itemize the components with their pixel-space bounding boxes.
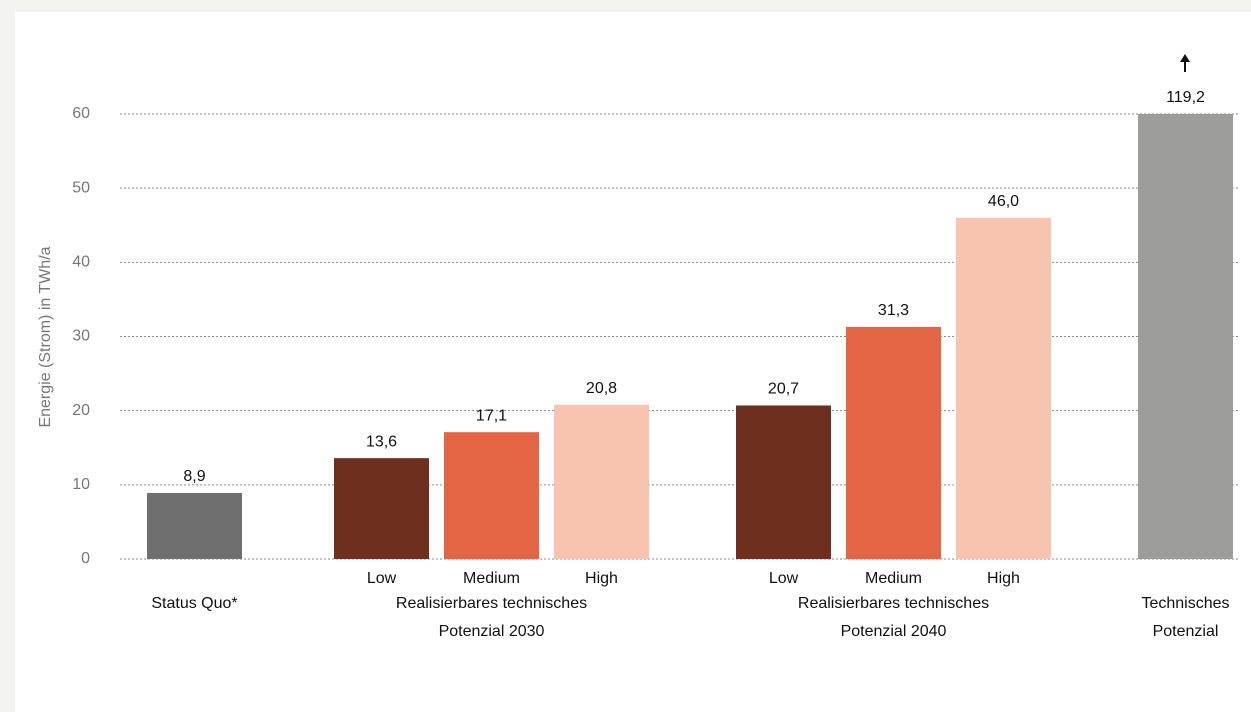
- value-label: 20,8: [586, 380, 617, 397]
- y-tick-label: 10: [72, 476, 90, 493]
- group-label: Technisches: [1141, 595, 1229, 612]
- y-tick-label: 50: [72, 179, 90, 196]
- bars: [147, 114, 1233, 559]
- x-tick-label: Medium: [865, 570, 922, 587]
- bar: [147, 492, 242, 559]
- x-tick-label: Low: [769, 570, 799, 587]
- value-label: 20,7: [768, 381, 799, 398]
- y-tick-label: 30: [72, 328, 90, 345]
- group-label: Realisierbares technisches: [396, 595, 587, 612]
- y-tick-label: 20: [72, 402, 90, 419]
- bar: [736, 405, 831, 559]
- arrow-head: [1180, 54, 1190, 62]
- x-tick-label: High: [987, 570, 1020, 587]
- group-label: Potenzial 2040: [841, 623, 947, 640]
- bar: [1138, 114, 1233, 559]
- value-label: 17,1: [476, 407, 507, 424]
- group-label: Potenzial 2030: [439, 623, 545, 640]
- value-label: 8,9: [183, 468, 205, 485]
- group-label: Potenzial: [1153, 623, 1219, 640]
- overflow-arrow: [1180, 54, 1190, 72]
- x-tick-label: Medium: [463, 570, 520, 587]
- bar: [334, 458, 429, 559]
- group-label: Status Quo*: [151, 595, 237, 612]
- x-tick-label: Low: [367, 570, 397, 587]
- y-tick-label: 40: [72, 254, 90, 271]
- x-tick-label: High: [585, 570, 618, 587]
- value-label: 46,0: [988, 193, 1019, 210]
- y-tick-label: 0: [81, 550, 90, 567]
- y-tick-label: 60: [72, 105, 90, 122]
- grid: [120, 113, 1240, 560]
- bar: [846, 326, 941, 559]
- bar: [444, 432, 539, 559]
- bar: [554, 404, 649, 559]
- group-label: Realisierbares technisches: [798, 595, 989, 612]
- y-axis-label: Energie (Strom) in TWh/a: [37, 246, 54, 427]
- bar: [956, 217, 1051, 559]
- value-label: 119,2: [1166, 89, 1205, 106]
- value-label: 31,3: [878, 302, 909, 319]
- value-label: 13,6: [366, 433, 397, 450]
- labels: 0 10 20 30 40 50 60 8,9 Status Quo* 13,6 Low 17,1 Me…: [72, 89, 1229, 640]
